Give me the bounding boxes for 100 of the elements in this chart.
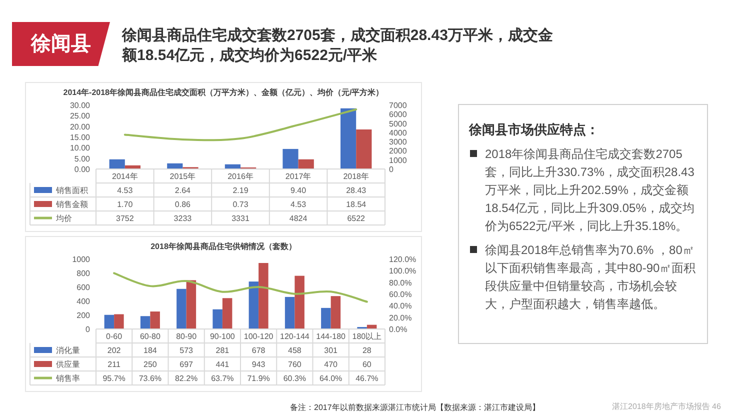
- bar: [258, 262, 268, 329]
- data-label: 6522: [347, 214, 366, 223]
- y2-tick-label: 0: [389, 165, 394, 174]
- line-series: [124, 108, 358, 142]
- x-tick-label: 0-60: [106, 332, 123, 341]
- text: 徐闻县市场供应特点：: [469, 121, 600, 139]
- y2-tick-label: 60.0%: [389, 290, 412, 299]
- x-tick-label: 80-90: [176, 332, 198, 341]
- bar: [284, 296, 295, 329]
- text: 徐闻县商品住宅成交套数2705套，成交面积28.43万平米，成交金额18.54亿元，成交均价为6522元/平米: [122, 26, 554, 66]
- text: 徐闻县: [12, 22, 110, 66]
- y-tick-label: 25.00: [70, 112, 91, 121]
- data-label: 760: [288, 360, 302, 369]
- data-label: 441: [216, 360, 230, 369]
- data-label: 184: [144, 346, 158, 355]
- data-label: 28.43: [346, 186, 367, 195]
- y2-tick-label: 0.0%: [389, 325, 408, 334]
- chart-title: 2014年-2018年徐闻县商品住宅成交面积（万平方米）、金额（亿元）、均价（元/平方米）: [63, 87, 384, 97]
- y-tick-label: 800: [76, 269, 91, 278]
- x-tick-label: 144-180: [316, 332, 346, 341]
- text: 2018年徐闻县商品住宅成交套数2705套，同比上升330.73%，成交面积28.43万平米，同比上升202.59%，成交金额18.54亿元，同比上升309.05%，成交均价为6522元/平米，同比上升35.18%。: [484, 146, 696, 235]
- x-tick-label: 100-120: [244, 332, 274, 341]
- y-tick-label: 30.00: [70, 101, 91, 110]
- bar: [330, 296, 341, 329]
- data-label: 18.54: [346, 200, 367, 209]
- y-tick-label: 10.00: [70, 144, 91, 153]
- y2-tick-label: 20.0%: [389, 313, 412, 322]
- data-label: 697: [180, 360, 194, 369]
- y2-tick-label: 1000: [389, 156, 408, 165]
- bar: [356, 129, 372, 169]
- line-series: [113, 272, 368, 303]
- legend-label: 销售率: [55, 374, 80, 383]
- x-tick-label: 2015年: [170, 172, 196, 181]
- y2-tick-label: 40.0%: [389, 302, 412, 311]
- y-tick-label: 0.00: [74, 165, 91, 174]
- bar: [282, 148, 298, 169]
- data-label: 3233: [174, 214, 192, 223]
- y2-tick-label: 5000: [389, 119, 408, 128]
- data-label: 3331: [232, 214, 250, 223]
- data-label: 3752: [116, 214, 134, 223]
- y2-tick-label: 2000: [389, 146, 408, 156]
- bar: [114, 314, 124, 329]
- x-tick-label: 180以上: [352, 332, 382, 341]
- bar: [340, 108, 356, 169]
- data-label: 63.7%: [211, 374, 234, 383]
- data-label: 202: [107, 346, 122, 355]
- data-label: 60.3%: [283, 374, 306, 383]
- data-label: 0.73: [232, 200, 249, 209]
- data-label: 470: [324, 360, 338, 369]
- legend-label: 销售面积: [55, 186, 88, 195]
- bar: [294, 276, 304, 329]
- data-label: 943: [252, 360, 266, 369]
- bar: [176, 288, 186, 329]
- data-label: 211: [108, 360, 121, 369]
- x-tick-label: 2018年: [343, 172, 369, 181]
- data-label: 2.64: [174, 186, 192, 195]
- x-tick-label: 120-144: [280, 332, 310, 341]
- bar: [212, 309, 222, 329]
- y2-tick-label: 80.0%: [389, 278, 412, 288]
- y2-tick-label: 100.0%: [389, 266, 416, 276]
- y2-tick-label: 3000: [389, 138, 408, 147]
- data-label: 28: [362, 346, 372, 355]
- bar: [222, 298, 232, 329]
- bar: [140, 316, 150, 329]
- y-tick-label: 5.00: [74, 154, 91, 164]
- legend-label: 销售金额: [55, 200, 88, 209]
- x-tick-label: 2016年: [228, 172, 254, 181]
- chart-title: 2018年徐闻县商品住宅供销情况（套数）: [150, 241, 296, 251]
- bar: [150, 312, 160, 329]
- y-tick-label: 0: [86, 325, 91, 334]
- y-tick-label: 20.00: [70, 122, 91, 132]
- data-label: 4.53: [290, 200, 307, 209]
- data-label: 678: [252, 346, 266, 355]
- y-tick-label: 400: [76, 297, 91, 306]
- y-tick-label: 1000: [72, 255, 91, 264]
- text: 湛江2018年房地产市场报告 46: [612, 401, 721, 412]
- y-tick-label: 200: [76, 311, 91, 320]
- bar: [186, 280, 196, 329]
- legend-label: 供应量: [56, 360, 80, 369]
- data-label: 458: [288, 346, 302, 355]
- data-label: 46.7%: [356, 374, 378, 383]
- y-tick-label: 600: [76, 283, 91, 292]
- legend-label: 均价: [55, 214, 72, 223]
- y2-tick-label: 120.0%: [389, 255, 416, 264]
- y-tick-label: 15.00: [70, 133, 91, 142]
- data-label: 73.6%: [138, 374, 162, 383]
- data-label: 281: [216, 346, 230, 355]
- bar: [248, 282, 259, 329]
- data-label: 95.7%: [102, 374, 126, 383]
- text: 备注：2017年以前数据来源湛江市统计局【数据来源：湛江市建设局】: [290, 402, 540, 413]
- data-label: 573: [180, 346, 194, 355]
- data-label: 4.53: [117, 186, 134, 195]
- bar: [321, 308, 331, 329]
- data-label: 60: [362, 360, 372, 369]
- data-label: 250: [144, 360, 158, 369]
- bar: [298, 159, 314, 169]
- data-label: 71.9%: [247, 374, 270, 383]
- bar: [109, 159, 125, 169]
- legend-label: 消化量: [56, 346, 80, 355]
- data-label: 2.19: [232, 186, 249, 195]
